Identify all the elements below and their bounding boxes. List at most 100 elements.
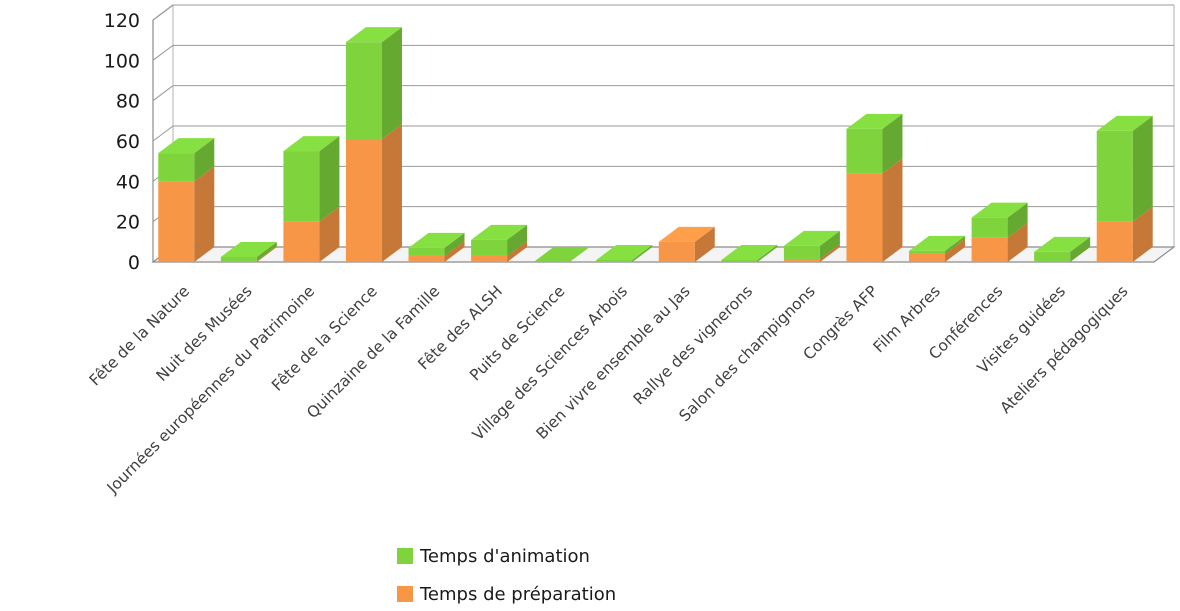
- bar-top: [533, 247, 590, 262]
- bar-side: [194, 166, 215, 262]
- bar-stack: [158, 138, 215, 262]
- bar-front: [220, 256, 257, 261]
- bar-top: [220, 241, 277, 257]
- bar-side: [507, 224, 528, 256]
- bar-segment-animation: [471, 224, 528, 256]
- bar-segment-preparation: [158, 166, 215, 262]
- gridline-side: [152, 125, 174, 142]
- bar-front: [783, 245, 820, 259]
- bar-stack: [471, 224, 528, 262]
- bar-side: [1132, 206, 1153, 262]
- bar-segment-animation: [721, 244, 778, 262]
- bar-stack: [846, 113, 903, 262]
- bar-side: [945, 235, 966, 254]
- bar-segment-preparation: [345, 123, 402, 262]
- bar-stack: [596, 244, 653, 262]
- bar-side: [319, 206, 340, 262]
- bar-segment-preparation: [220, 245, 277, 262]
- gridline-side: [152, 44, 174, 61]
- bar-side: [381, 27, 402, 139]
- bar-front: [721, 259, 758, 262]
- bar-segment-animation: [283, 136, 340, 222]
- x-tick-label: Rallye des vignerons: [630, 282, 756, 408]
- bar-segment-preparation: [658, 226, 715, 262]
- legend-label: Temps d'animation: [419, 546, 590, 567]
- bar-stack: [721, 244, 778, 262]
- bar-segment-animation: [596, 244, 653, 262]
- bar-segment-animation: [158, 138, 215, 182]
- bar-front: [658, 241, 695, 262]
- bar-segment-animation: [846, 113, 903, 174]
- bar-front: [1034, 251, 1071, 262]
- bar-side: [882, 113, 903, 174]
- bar-stack: [658, 226, 715, 262]
- bar-top: [345, 27, 402, 43]
- bar-front: [1096, 130, 1133, 222]
- legend-swatch: [397, 548, 413, 564]
- x-tick-label: Ateliers pédagogiques: [997, 282, 1132, 417]
- bar-front: [846, 128, 883, 174]
- bar-stack: [220, 241, 277, 262]
- bar-top: [909, 235, 966, 251]
- bar-stack: [1034, 236, 1091, 262]
- bar-top: [971, 202, 1028, 218]
- bar-front: [158, 181, 195, 262]
- bar-front: [971, 217, 1008, 238]
- bar-side: [1132, 115, 1153, 222]
- y-tick-label: 0: [128, 252, 140, 274]
- bar-front: [596, 259, 633, 262]
- chart-legend: Temps d'animation Temps de préparation: [397, 546, 616, 605]
- bar-segment-animation: [783, 230, 840, 259]
- bar-stack: [283, 136, 340, 262]
- bar-front: [846, 173, 883, 262]
- bar-segment-animation: [971, 202, 1028, 238]
- y-tick-label: 60: [116, 131, 140, 153]
- bar-side: [757, 244, 778, 262]
- bar-segment-preparation: [471, 240, 528, 262]
- bar-stack: [783, 230, 840, 262]
- bar-segment-preparation: [846, 158, 903, 262]
- bar-side: [1070, 236, 1091, 262]
- bar-segment-preparation: [909, 238, 966, 262]
- bar-top: [283, 136, 340, 152]
- bar-side: [1007, 222, 1028, 262]
- bar-front: [220, 260, 257, 262]
- bar-segment-preparation: [408, 240, 465, 262]
- bar-top: [721, 244, 778, 260]
- bar-stack: [408, 232, 465, 262]
- bar-side: [319, 136, 340, 222]
- bar-side: [1007, 202, 1028, 238]
- x-tick-label: Fête de la Science: [268, 282, 381, 395]
- bar-stack: [533, 247, 590, 262]
- bar-side: [632, 244, 653, 262]
- y-axis-ticks: 0 20 40 60 80 100 120: [104, 10, 140, 274]
- legend-swatch: [397, 586, 413, 602]
- bar-segment-preparation: [971, 222, 1028, 262]
- y-tick-label: 120: [104, 10, 140, 32]
- bar-front: [471, 239, 508, 256]
- y-tick-label: 20: [116, 212, 140, 234]
- bar-segment-animation: [345, 27, 402, 139]
- bar-segment-animation: [909, 235, 966, 254]
- bar-segment-animation: [408, 232, 465, 256]
- bar-side: [444, 240, 465, 262]
- bar-top: [158, 138, 215, 154]
- bar-stack: [909, 235, 966, 262]
- bar-top: [1096, 115, 1153, 131]
- bar-front: [345, 42, 382, 139]
- bar-front: [971, 237, 1008, 262]
- bar-side: [945, 238, 966, 262]
- bar-front: [408, 247, 445, 256]
- bar-side: [507, 240, 528, 262]
- y-tick-label: 100: [104, 50, 140, 72]
- bar-segment-preparation: [783, 243, 840, 262]
- bar-top: [783, 230, 840, 246]
- bar-side: [194, 138, 215, 182]
- bar-stack: [345, 27, 402, 262]
- bar-top: [471, 224, 528, 240]
- bar-segment-preparation: [1096, 206, 1153, 262]
- bar-side: [381, 123, 402, 262]
- bar-segment-animation: [220, 241, 277, 261]
- chart-bars: [158, 27, 1153, 262]
